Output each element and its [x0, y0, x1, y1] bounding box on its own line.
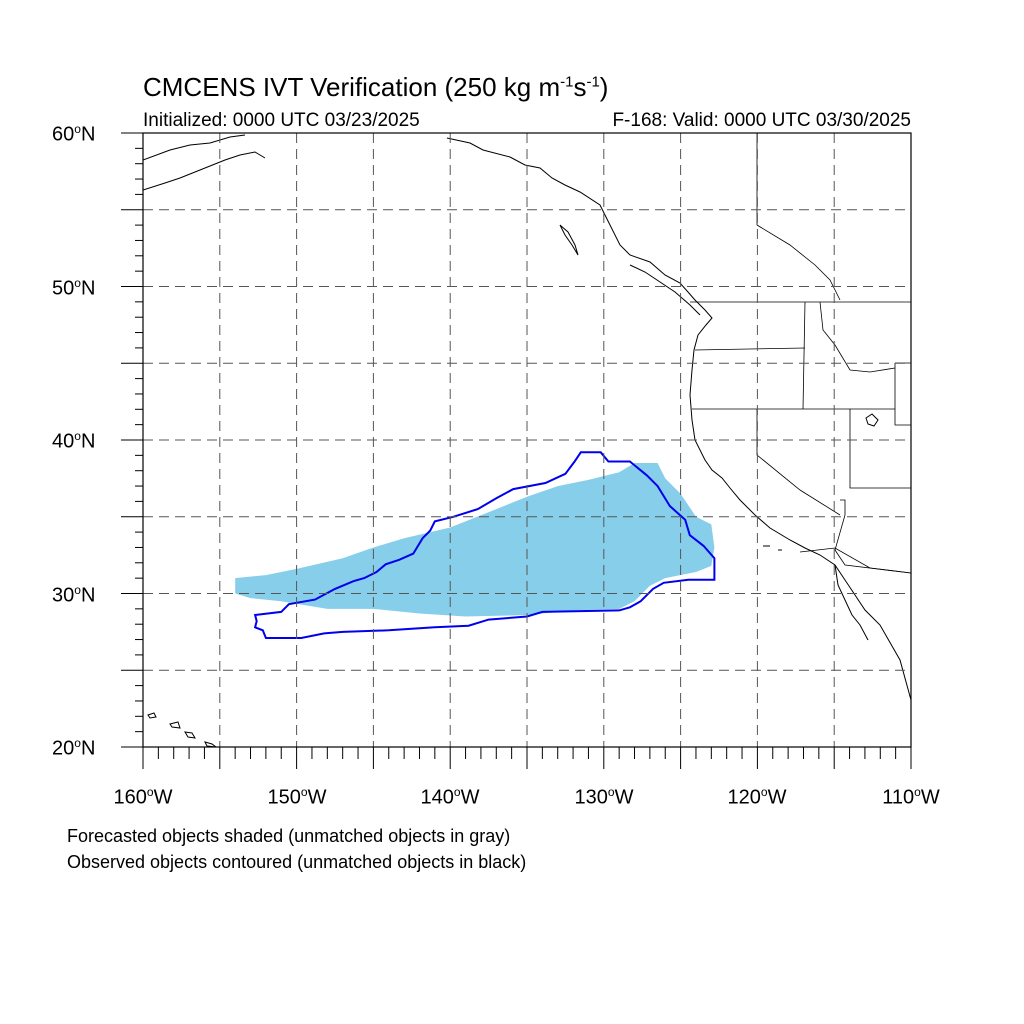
alaska-peninsula	[143, 151, 266, 191]
y-tick-label-20n: 20oN	[52, 736, 96, 760]
coastlines	[143, 134, 911, 747]
x-tick-label-110w: 110oW	[882, 785, 940, 809]
haida-gwaii	[559, 224, 579, 256]
lat-lon-grid	[143, 133, 911, 747]
axis-ticks	[121, 132, 912, 769]
us-mexico-border	[799, 547, 911, 574]
wa-or-border	[694, 347, 806, 351]
x-tick-label-160w: 160oW	[113, 785, 173, 809]
alaska-coast	[143, 134, 246, 161]
baja-peninsula	[834, 564, 869, 641]
hawaii-islands	[147, 712, 217, 747]
x-tick-label-150w: 150oW	[267, 785, 327, 809]
political-borders	[690, 133, 911, 574]
y-tick-label-50n: 50oN	[52, 276, 96, 300]
legend-observed-note: Observed objects contoured (unmatched ob…	[67, 852, 527, 872]
title-exponent-1: -1	[560, 73, 574, 91]
title-close-paren: )	[599, 72, 609, 102]
y-tick-label-40n: 40oN	[52, 429, 96, 453]
title-exponent-2: -1	[586, 73, 600, 91]
channel-islands	[763, 545, 782, 551]
title-unit-s: s	[573, 72, 587, 102]
wy-border	[894, 362, 911, 426]
legend-forecast-note: Forecasted objects shaded (unmatched obj…	[67, 826, 511, 846]
vancouver-island	[629, 264, 701, 316]
canada-province-line	[756, 224, 841, 301]
mt-id-border	[819, 301, 896, 373]
id-border	[802, 301, 806, 410]
x-tick-label-120w: 120oW	[727, 785, 787, 809]
north-america-coast	[446, 137, 911, 701]
forecast-object-shaded	[235, 463, 715, 617]
y-tick-label-30n: 30oN	[52, 583, 96, 607]
x-tick-label-140w: 140oW	[420, 785, 480, 809]
title-text: CMCENS IVT Verification (250 kg m	[143, 72, 561, 102]
nv-ut-border	[849, 409, 911, 489]
observed-object-contour	[253, 451, 716, 639]
valid-time: F-168: Valid: 0000 UTC 03/30/2025	[612, 110, 911, 131]
figure-title: CMCENS IVT Verification (250 kg m-1s-1)	[143, 72, 608, 103]
initialized-time: Initialized: 0000 UTC 03/23/2025	[143, 110, 420, 131]
great-salt-lake	[865, 413, 879, 427]
y-tick-label-60n: 60oN	[52, 122, 96, 146]
x-tick-label-130w: 130oW	[574, 785, 634, 809]
ca-nv-border	[756, 409, 841, 516]
az-border	[834, 499, 911, 574]
